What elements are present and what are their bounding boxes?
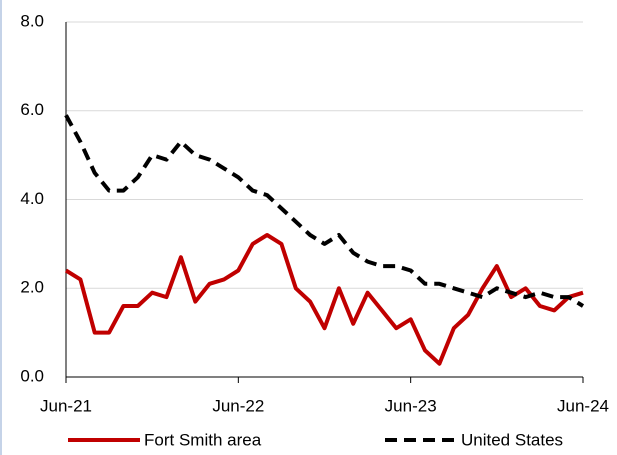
series-line [64,114,585,308]
y-tick-label: 8.0 [20,11,44,30]
x-tick-label: Jun-23 [385,396,437,415]
y-tick-label: 2.0 [20,278,44,297]
legend-label: United States [461,430,563,449]
series-line [64,233,584,366]
x-tick-label: Jun-24 [557,396,609,415]
y-tick-label: 6.0 [20,100,44,119]
left-border [0,0,2,455]
y-tick-label: 4.0 [20,189,44,208]
legend-label: Fort Smith area [144,430,262,449]
x-tick-label: Jun-21 [40,396,92,415]
x-tick-label: Jun-22 [212,396,264,415]
y-tick-label: 0.0 [20,366,44,385]
